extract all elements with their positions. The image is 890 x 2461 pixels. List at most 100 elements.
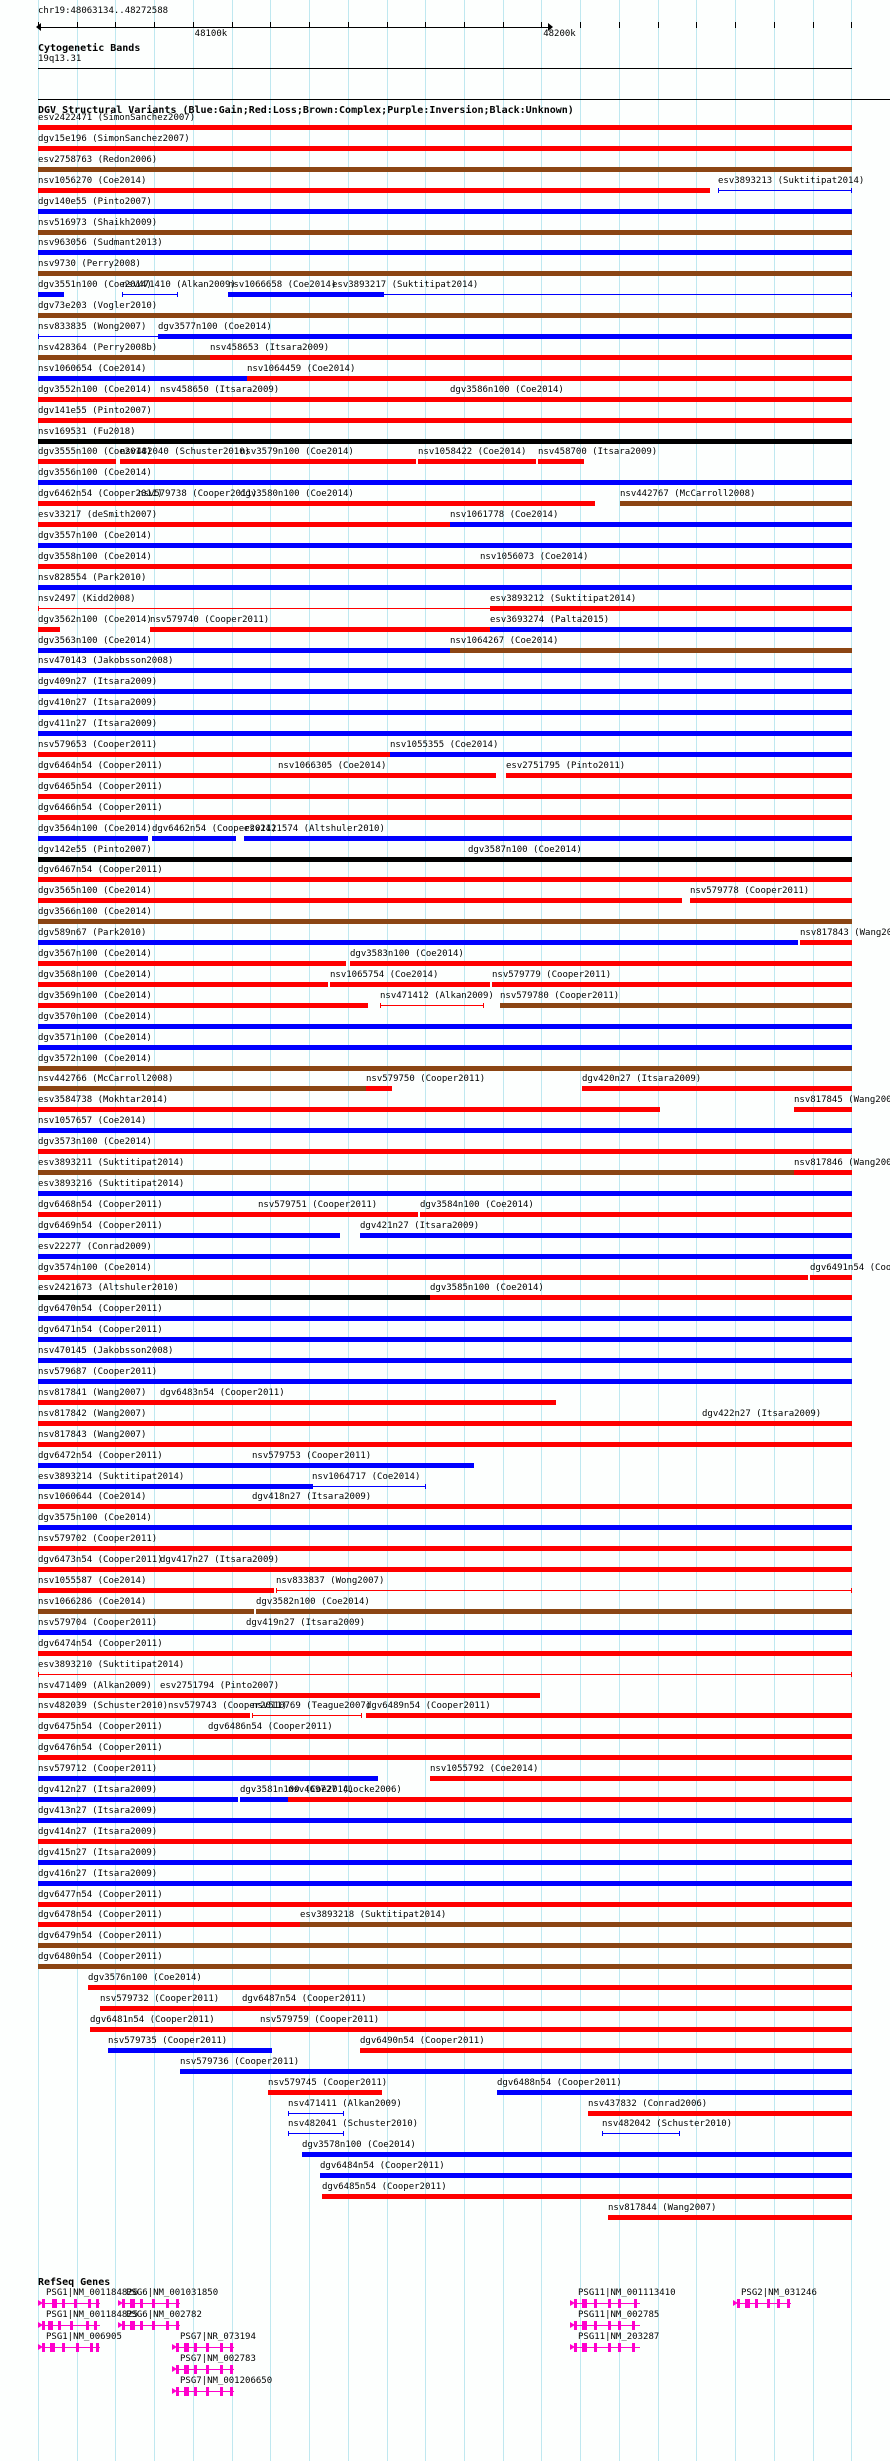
dgv-variant-bar[interactable] bbox=[38, 1190, 852, 1196]
dgv-variant-bar[interactable] bbox=[38, 877, 852, 883]
dgv-variant-bar[interactable] bbox=[450, 647, 852, 653]
dgv-variant-bar[interactable] bbox=[366, 1086, 392, 1092]
dgv-variant-bar[interactable] bbox=[418, 459, 536, 465]
dgv-track-row[interactable]: dgv6468n54 (Cooper2011) nsv579751 (Cooper… bbox=[0, 1200, 890, 1221]
refseq-gene[interactable]: PSG11|NM_203287 bbox=[570, 2332, 659, 2352]
dgv-variant-bar[interactable] bbox=[38, 208, 852, 214]
refseq-gene[interactable]: PSG6|NM_002782 bbox=[118, 2310, 202, 2330]
dgv-variant-bar[interactable] bbox=[38, 1316, 852, 1322]
dgv-variant-bar[interactable] bbox=[38, 1504, 252, 1510]
dgv-variant-bar[interactable] bbox=[108, 2047, 272, 2053]
dgv-track-row[interactable]: dgv3571n100 (Coe2014) bbox=[0, 1033, 890, 1054]
dgv-track-row[interactable]: nsv579653 (Cooper2011) nsv1055355 (Coe201… bbox=[0, 740, 890, 761]
dgv-track-row[interactable]: dgv6470n54 (Cooper2011) bbox=[0, 1304, 890, 1325]
dgv-track-row[interactable]: nsv579732 (Cooper2011) dgv6487n54 (Cooper… bbox=[0, 1994, 890, 2015]
dgv-variant-bar[interactable] bbox=[160, 1567, 852, 1573]
dgv-track-row[interactable]: nsv471411 (Alkan2009) nsv437832 (Conrad20… bbox=[0, 2099, 890, 2120]
dgv-track-row[interactable]: dgv409n27 (Itsara2009) bbox=[0, 677, 890, 698]
dgv-variant-bar[interactable] bbox=[390, 752, 852, 757]
dgv-track-row[interactable]: esv3893211 (Suktitipat2014) nsv817846 (Wa… bbox=[0, 1158, 890, 1179]
dgv-variant-bar[interactable] bbox=[38, 145, 852, 151]
dgv-variant-bar[interactable] bbox=[38, 1817, 852, 1823]
dgv-variant-bar[interactable] bbox=[100, 2006, 270, 2011]
dgv-track-row[interactable]: esv2422471 (SimonSanchez2007) bbox=[0, 113, 890, 134]
dgv-track-row[interactable]: esv33217 (deSmith2007) nsv1061778 (Coe201… bbox=[0, 510, 890, 531]
dgv-variant-bar[interactable] bbox=[38, 1211, 258, 1217]
dgv-track-row[interactable]: dgv3575n100 (Coe2014) bbox=[0, 1513, 890, 1534]
dgv-variant-bar[interactable] bbox=[180, 2068, 852, 2074]
dgv-track-row[interactable]: dgv3564n100 (Coe2014) dgv6462n54 (Cooper2… bbox=[0, 824, 890, 845]
dgv-variant-bar[interactable] bbox=[38, 961, 346, 966]
dgv-track-row[interactable]: nsv1057657 (Coe2014) bbox=[0, 1116, 890, 1137]
dgv-variant-bar[interactable] bbox=[38, 626, 60, 632]
dgv-variant-bar[interactable] bbox=[350, 961, 852, 966]
dgv-variant-bar[interactable] bbox=[38, 1692, 160, 1698]
dgv-variant-bar[interactable] bbox=[152, 835, 236, 841]
dgv-track-row[interactable]: nsv817843 (Wang2007) bbox=[0, 1430, 890, 1451]
dgv-variant-bar[interactable] bbox=[468, 856, 852, 862]
dgv-track-row[interactable]: nsv482041 (Schuster2010) nsv482042 (Schus… bbox=[0, 2119, 890, 2140]
dgv-track-row[interactable]: dgv3551n100 (Coe2014) nsv471410 (Alkan200… bbox=[0, 280, 890, 301]
dgv-track-row[interactable]: dgv3578n100 (Coe2014) bbox=[0, 2140, 890, 2161]
dgv-track-row[interactable]: nsv482039 (Schuster2010) nsv579743 (Coope… bbox=[0, 1701, 890, 1722]
dgv-variant-bar[interactable] bbox=[538, 459, 584, 465]
dgv-variant-bar[interactable] bbox=[38, 563, 728, 569]
dgv-variant-bar[interactable] bbox=[38, 919, 852, 925]
dgv-variant-bar[interactable] bbox=[38, 1358, 852, 1364]
dgv-variant-bar[interactable] bbox=[38, 1420, 702, 1426]
dgv-variant-bar[interactable] bbox=[208, 1734, 852, 1740]
dgv-track-row[interactable]: dgv6484n54 (Cooper2011) bbox=[0, 2161, 890, 2182]
dgv-track-row[interactable]: dgv3570n100 (Coe2014) bbox=[0, 1012, 890, 1033]
dgv-track-row[interactable]: dgv141e55 (Pinto2007) bbox=[0, 406, 890, 427]
dgv-variant-bar[interactable] bbox=[312, 1483, 426, 1489]
dgv-variant-bar[interactable] bbox=[256, 1608, 852, 1614]
dgv-variant-bar[interactable] bbox=[38, 898, 682, 904]
dgv-variant-bar[interactable] bbox=[497, 2089, 852, 2095]
dgv-track-row[interactable]: nsv516973 (Shaikh2009) bbox=[0, 218, 890, 239]
dgv-variant-bar[interactable] bbox=[38, 1274, 808, 1280]
dgv-track-row[interactable]: dgv6471n54 (Cooper2011) bbox=[0, 1325, 890, 1346]
dgv-variant-bar[interactable] bbox=[150, 626, 570, 632]
dgv-track-row[interactable]: nsv2497 (Kidd2008) esv3893212 (Suktitipat… bbox=[0, 594, 890, 615]
dgv-variant-bar[interactable] bbox=[38, 522, 692, 528]
dgv-variant-bar[interactable] bbox=[490, 605, 852, 611]
dgv-track-row[interactable]: nsv169531 (Fu2018) bbox=[0, 427, 890, 448]
dgv-variant-bar[interactable] bbox=[430, 1776, 852, 1782]
dgv-variant-bar[interactable] bbox=[38, 1170, 798, 1175]
dgv-variant-bar[interactable] bbox=[38, 772, 278, 778]
dgv-track-row[interactable]: dgv415n27 (Itsara2009) bbox=[0, 1848, 890, 1869]
dgv-variant-bar[interactable] bbox=[38, 417, 852, 423]
dgv-variant-bar[interactable] bbox=[38, 543, 852, 548]
dgv-variant-bar[interactable] bbox=[252, 1504, 852, 1510]
dgv-track-row[interactable]: nsv579712 (Cooper2011) nsv1055792 (Coe201… bbox=[0, 1764, 890, 1785]
dgv-variant-bar[interactable] bbox=[420, 1211, 852, 1217]
dgv-track-row[interactable]: dgv413n27 (Itsara2009) bbox=[0, 1806, 890, 1827]
dgv-variant-bar[interactable] bbox=[38, 229, 852, 235]
dgv-variant-bar[interactable] bbox=[90, 2026, 260, 2032]
dgv-track-row[interactable]: dgv412n27 (Itsara2009) dgv3581n100 (Coe20… bbox=[0, 1785, 890, 1806]
dgv-variant-bar[interactable] bbox=[360, 2047, 852, 2053]
dgv-variant-bar[interactable] bbox=[322, 2194, 852, 2200]
dgv-variant-bar[interactable] bbox=[38, 1567, 160, 1573]
dgv-track-row[interactable]: dgv6476n54 (Cooper2011) bbox=[0, 1743, 890, 1764]
dgv-variant-bar[interactable] bbox=[122, 292, 178, 298]
refseq-gene[interactable]: PSG7|NR_073194 bbox=[172, 2332, 256, 2352]
dgv-variant-bar[interactable] bbox=[38, 1880, 852, 1886]
dgv-variant-bar[interactable] bbox=[38, 250, 852, 256]
dgv-track-row[interactable]: dgv6479n54 (Cooper2011) bbox=[0, 1931, 890, 1952]
dgv-variant-bar[interactable] bbox=[38, 1462, 252, 1468]
dgv-track-row[interactable]: nsv817842 (Wang2007) dgv422n27 (Itsara200… bbox=[0, 1409, 890, 1430]
dgv-track-row[interactable]: dgv3565n100 (Coe2014) nsv579778 (Cooper20… bbox=[0, 886, 890, 907]
dgv-variant-bar[interactable] bbox=[492, 981, 852, 987]
dgv-variant-bar[interactable] bbox=[240, 459, 416, 465]
dgv-variant-bar[interactable] bbox=[38, 187, 710, 193]
dgv-track-row[interactable]: esv3893214 (Suktitipat2014) nsv1064717 (C… bbox=[0, 1472, 890, 1493]
dgv-variant-bar[interactable] bbox=[38, 814, 852, 820]
dgv-track-row[interactable]: dgv6474n54 (Cooper2011) bbox=[0, 1639, 890, 1660]
dgv-track-row[interactable]: dgv3563n100 (Coe2014) nsv1064267 (Coe2014… bbox=[0, 636, 890, 657]
dgv-variant-bar[interactable] bbox=[258, 1211, 418, 1217]
dgv-track-row[interactable]: dgv6473n54 (Cooper2011) dgv417n27 (Itsara… bbox=[0, 1555, 890, 1576]
dgv-variant-bar[interactable] bbox=[38, 1065, 852, 1071]
dgv-track-row[interactable]: dgv411n27 (Itsara2009) bbox=[0, 719, 890, 740]
dgv-variant-bar[interactable] bbox=[38, 354, 276, 360]
